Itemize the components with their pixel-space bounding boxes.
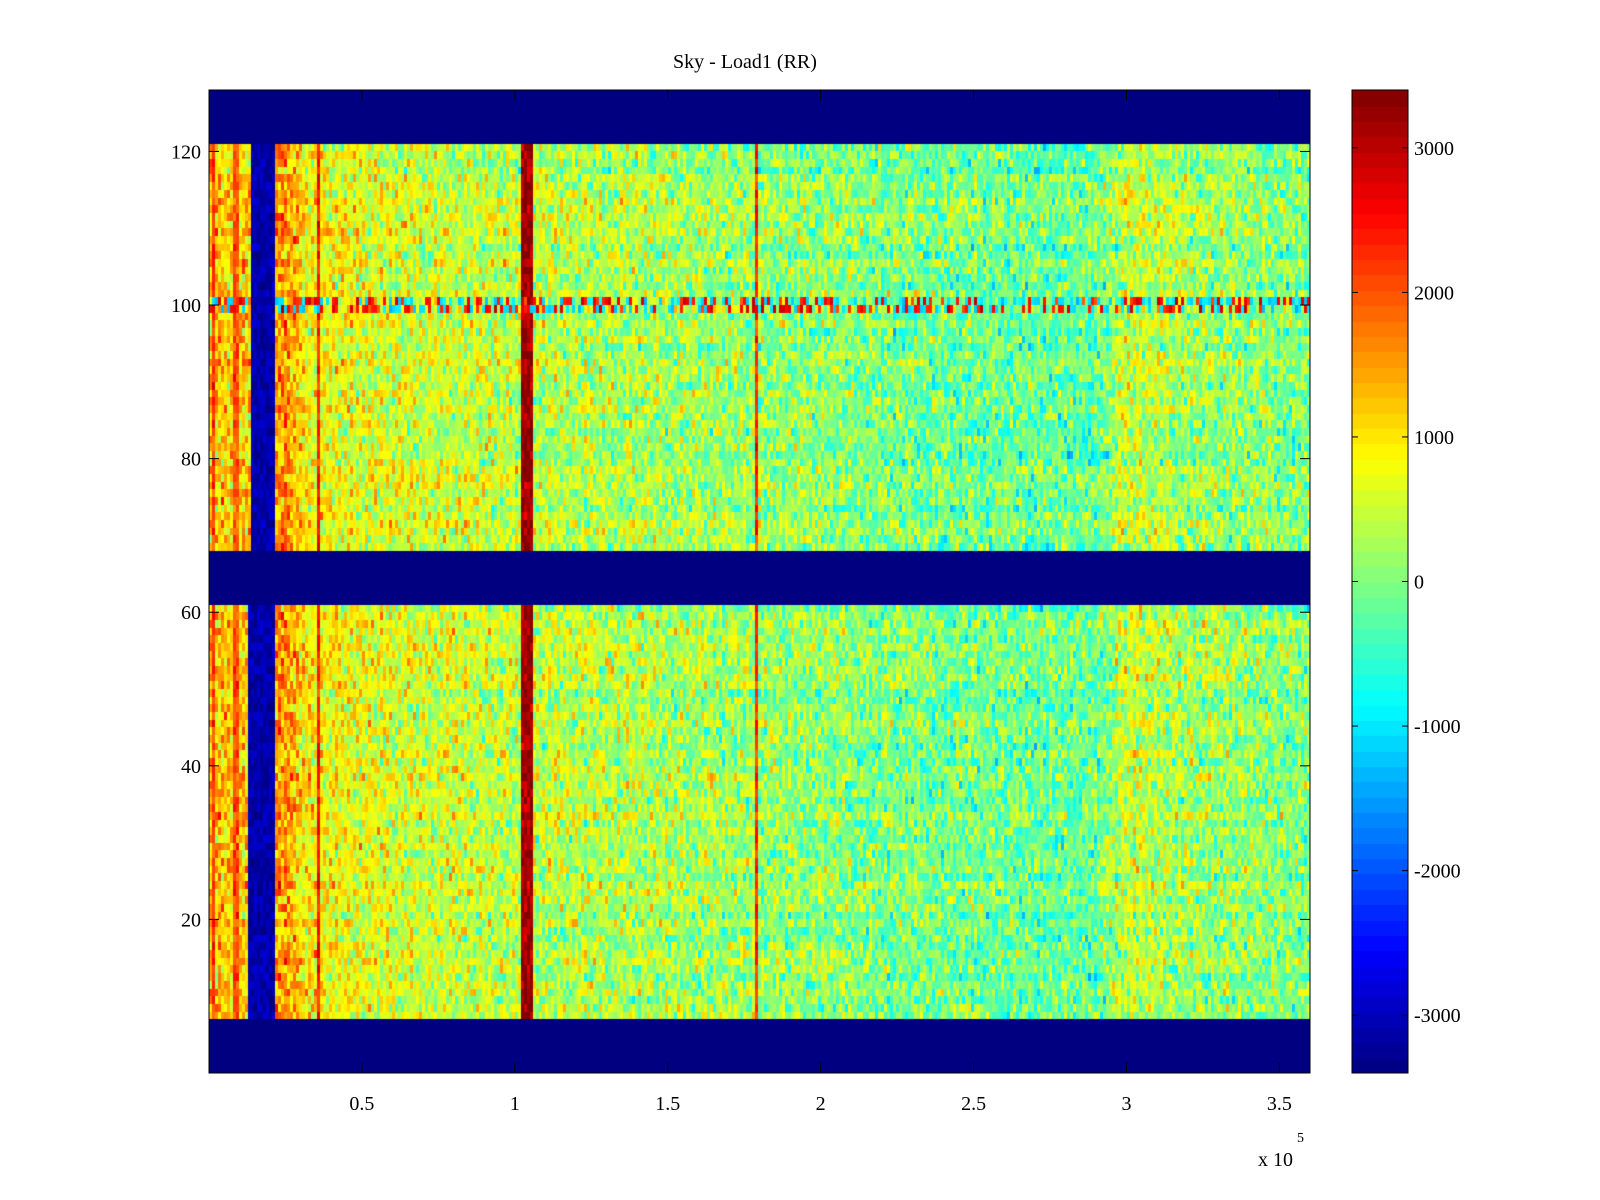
colorbar-tick-label: 2000 (1414, 282, 1454, 304)
heatmap-image (209, 90, 1310, 1073)
plot-area (208, 89, 1311, 1074)
chart-title: Sky - Load1 (RR) (673, 51, 817, 73)
x-tick-label: 1 (510, 1093, 520, 1115)
y-tick-label: 60 (181, 602, 201, 624)
x-exponent-base: x 10 (1258, 1149, 1293, 1171)
colorbar-tick-label: -3000 (1414, 1005, 1461, 1027)
x-tick-label: 2 (816, 1093, 826, 1115)
x-exponent-power: 5 (1297, 1131, 1304, 1146)
y-tick-label: 80 (181, 449, 201, 471)
colorbar-tick-label: -1000 (1414, 716, 1461, 738)
y-tick-label: 40 (181, 756, 201, 778)
x-tick-label: 0.5 (349, 1093, 374, 1115)
y-tick-label: 20 (181, 909, 201, 931)
x-tick-label: 3 (1122, 1093, 1132, 1115)
plot-frame (208, 89, 1311, 1074)
colorbar-ticks: 3000 2000 1000 0 -1000 -2000 -3000 (1352, 138, 1461, 1027)
colorbar-tick-label: 0 (1414, 572, 1424, 594)
y-tick-label: 120 (171, 141, 201, 163)
x-axis: 0.5 1 1.5 2 2.5 3 3.5 (349, 90, 1292, 1115)
colorbar-tick-label: 1000 (1414, 427, 1454, 449)
x-tick-label: 1.5 (655, 1093, 680, 1115)
y-axis: 20 40 60 80 100 120 (171, 141, 1310, 931)
x-tick-label: 3.5 (1267, 1093, 1292, 1115)
y-tick-label: 100 (171, 295, 201, 317)
x-tick-label: 2.5 (961, 1093, 986, 1115)
colorbar-gradient (1352, 90, 1408, 1073)
colorbar: 3000 2000 1000 0 -1000 -2000 -3000 (1351, 89, 1461, 1074)
colorbar-tick-label: -2000 (1414, 861, 1461, 883)
colorbar-tick-label: 3000 (1414, 138, 1454, 160)
